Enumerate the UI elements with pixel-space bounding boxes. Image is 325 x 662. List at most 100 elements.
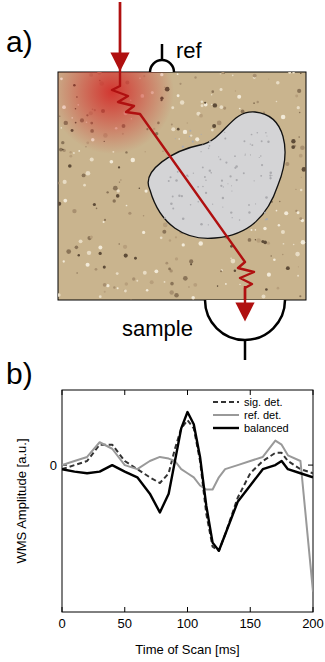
grain — [93, 203, 96, 206]
object-texture — [170, 202, 173, 205]
grain — [220, 105, 224, 109]
grain — [143, 215, 145, 217]
grain — [211, 129, 214, 132]
grain — [63, 260, 65, 262]
grain — [179, 83, 181, 85]
grain — [270, 255, 272, 257]
panel-label: b) — [6, 357, 33, 390]
object-texture — [167, 224, 168, 225]
grain — [182, 243, 185, 246]
grain — [193, 283, 197, 287]
object-texture — [201, 134, 202, 135]
grain — [273, 258, 276, 261]
grain — [225, 283, 227, 285]
grain — [95, 268, 98, 271]
grain — [295, 94, 298, 97]
object-texture — [236, 179, 238, 181]
grain — [118, 243, 120, 245]
grain — [144, 151, 145, 152]
x-tick-label: 100 — [177, 616, 199, 631]
object-texture — [222, 197, 224, 199]
grain — [168, 268, 171, 271]
legend-label: ref. det. — [244, 409, 281, 421]
legend-swatch — [213, 427, 239, 429]
grain — [175, 236, 177, 238]
object-texture — [269, 177, 271, 179]
object-texture — [261, 140, 263, 142]
grain — [145, 189, 148, 192]
object-texture — [243, 140, 245, 142]
object-texture — [245, 154, 246, 155]
grain — [164, 281, 166, 283]
grain — [169, 290, 173, 294]
grain — [300, 146, 305, 151]
grain — [199, 114, 203, 118]
grain — [299, 217, 302, 220]
grain — [175, 257, 178, 260]
object-texture — [248, 211, 250, 213]
grain — [171, 123, 173, 125]
grain — [142, 231, 145, 234]
y-tick — [308, 465, 313, 466]
grain — [256, 101, 258, 103]
grain — [177, 94, 180, 97]
object-texture — [164, 217, 166, 219]
grain — [299, 112, 301, 114]
grain — [119, 181, 120, 182]
object-texture — [239, 219, 240, 220]
object-texture — [178, 195, 180, 197]
grain — [198, 241, 202, 245]
object-texture — [235, 165, 237, 167]
grain — [61, 141, 64, 144]
object-texture — [260, 175, 262, 177]
grain — [217, 285, 219, 287]
grain — [76, 272, 77, 273]
grain — [195, 137, 199, 141]
object-texture — [209, 140, 211, 142]
object-texture — [202, 145, 203, 146]
grain — [113, 186, 118, 191]
grain — [190, 263, 192, 265]
x-tick-label: 150 — [239, 616, 261, 631]
object-texture — [243, 172, 245, 174]
grain — [58, 202, 61, 206]
grain — [295, 252, 300, 257]
grain — [187, 122, 189, 124]
object-texture — [231, 185, 232, 186]
grain — [267, 273, 271, 277]
x-tick — [313, 390, 314, 395]
grain — [162, 230, 166, 234]
grain — [211, 94, 213, 96]
sample-detector-stem — [244, 340, 247, 360]
grain — [211, 104, 212, 105]
object-texture — [205, 192, 207, 194]
grain — [177, 73, 179, 75]
object-texture — [189, 130, 191, 132]
object-texture — [208, 148, 210, 150]
grain — [82, 173, 86, 177]
ref-detector-stem — [161, 44, 164, 60]
grain — [126, 205, 128, 207]
grain — [291, 139, 295, 143]
grain — [239, 108, 241, 110]
grain — [265, 288, 268, 291]
grain — [62, 149, 65, 152]
object-texture — [224, 137, 226, 139]
grain — [110, 160, 114, 164]
grain — [284, 211, 288, 215]
grain — [103, 266, 106, 269]
object-texture — [200, 151, 201, 152]
grain — [146, 289, 149, 292]
object-texture — [189, 136, 190, 137]
grain — [143, 271, 147, 275]
object-texture — [197, 201, 199, 203]
grain — [223, 106, 226, 109]
grain — [150, 280, 154, 284]
grain — [165, 262, 168, 265]
grain — [120, 179, 122, 181]
object-texture — [204, 176, 206, 178]
grain — [68, 164, 72, 168]
object-texture — [190, 204, 192, 206]
grain — [125, 282, 128, 285]
lines — [62, 412, 313, 592]
